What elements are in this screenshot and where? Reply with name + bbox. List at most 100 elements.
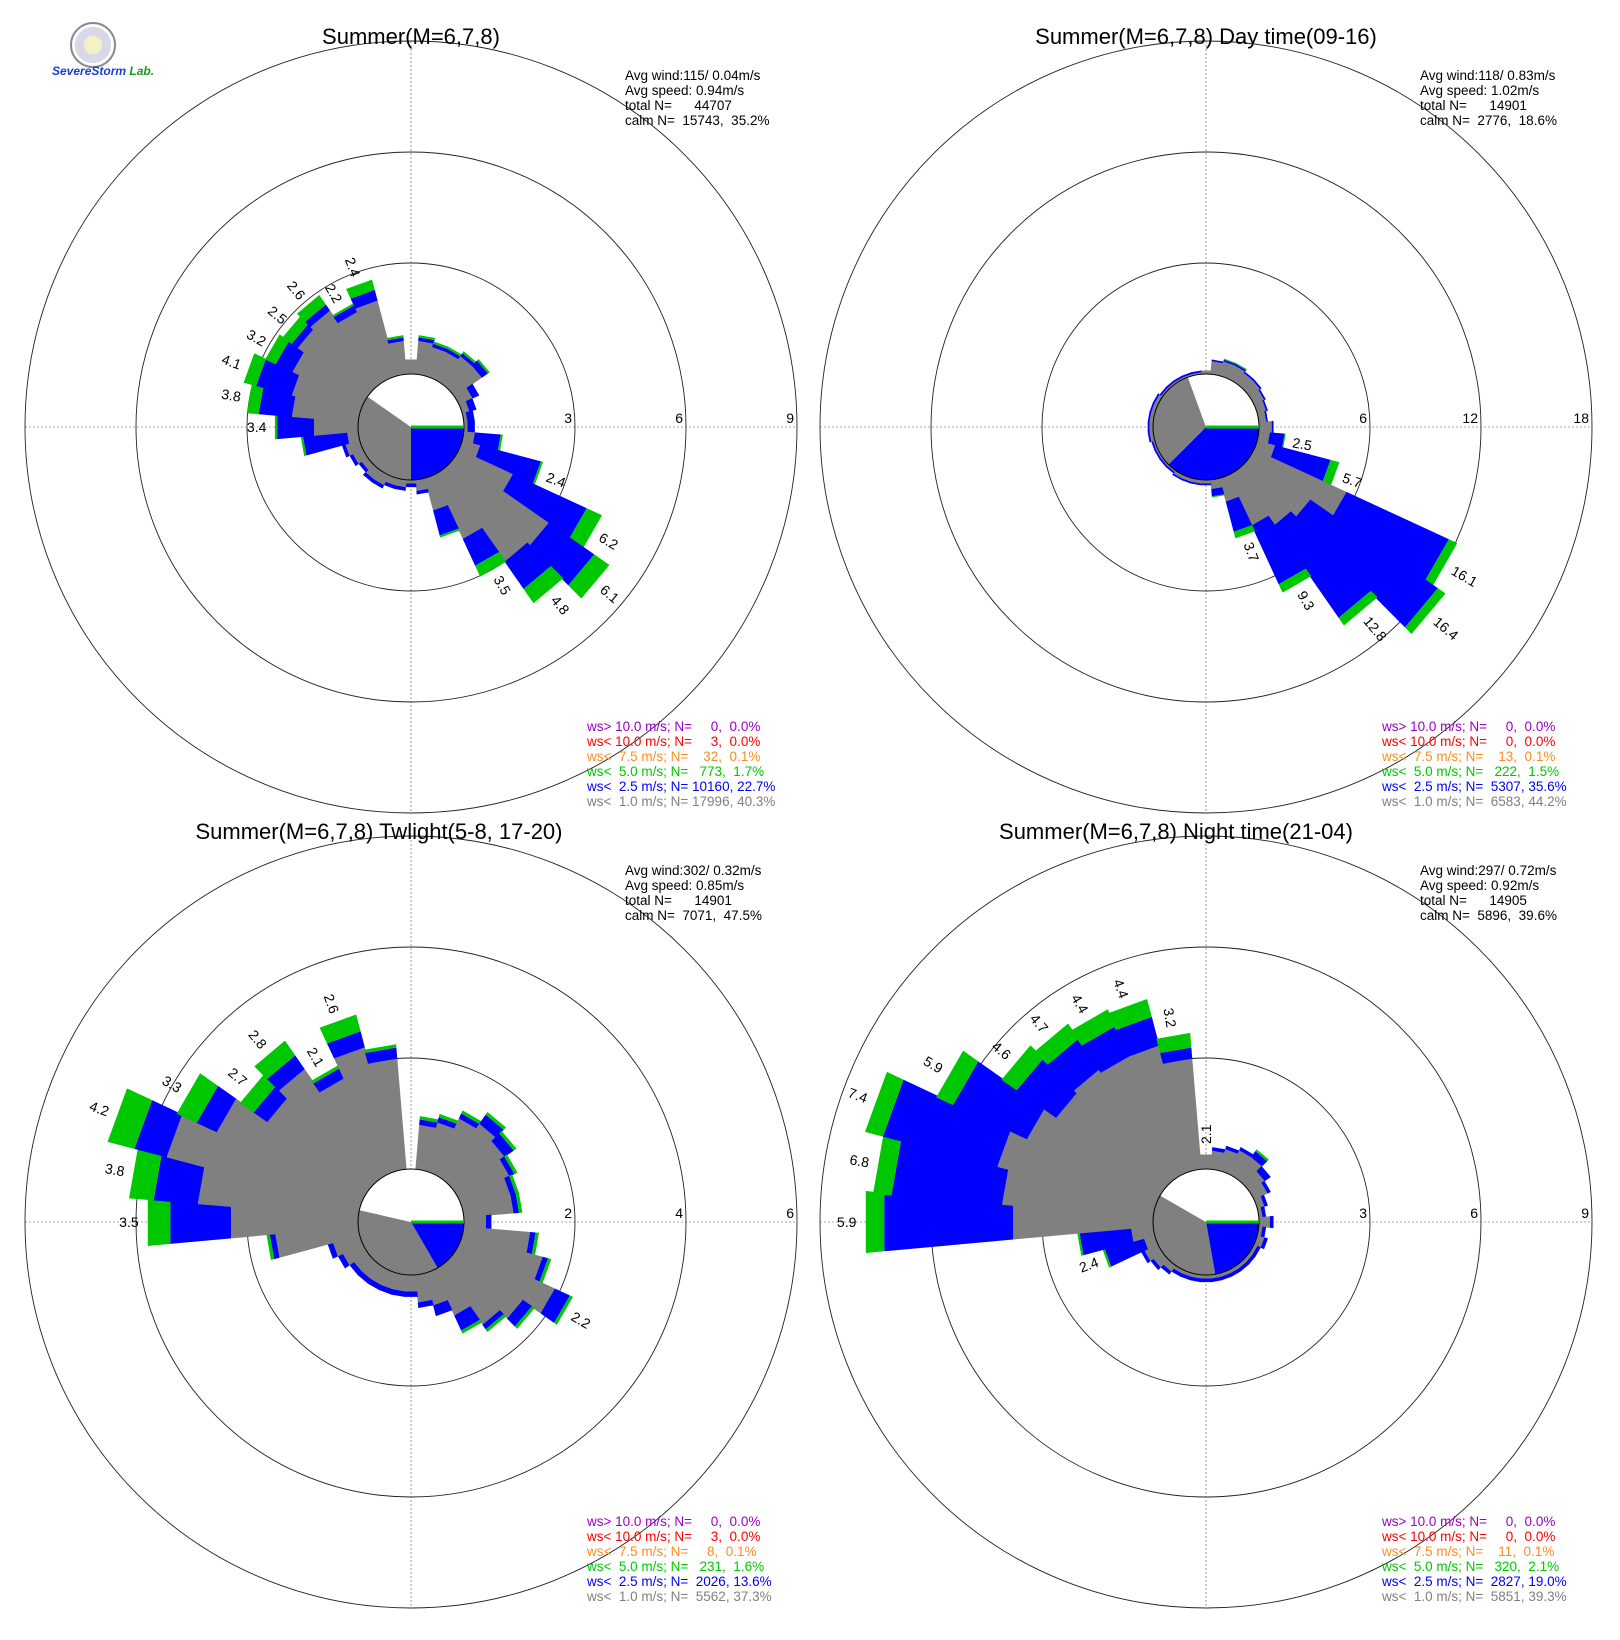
petal-gray-10-panel-2 [1210,361,1224,376]
petal-label-270-panel-3: 3.5 [119,1214,139,1230]
petal-blue-140-panel-4 [1238,1261,1249,1272]
legend-entry-5-panel-2: ws< 2.5 m/s; N= 5307, 35.6% [1381,779,1567,794]
petal-green-80-panel-3 [515,1192,523,1213]
ring-label-2-panel-4: 6 [1470,1205,1478,1221]
petal-green-130-panel-2 [1404,588,1446,634]
petal-blue-80-panel-1 [465,410,475,423]
petal-label-0-panel-4: 2.1 [1198,1124,1214,1144]
legend-entry-3-panel-3: ws< 7.5 m/s; N= 8, 0.1% [586,1544,757,1559]
petal-label-110-panel-1: 2.4 [544,469,568,491]
petal-green-290-panel-4 [865,1071,904,1137]
legend-entry-1-panel-1: ws> 10.0 m/s; N= 0, 0.0% [586,719,760,734]
petal-gray-160-panel-3 [424,1269,448,1306]
legend-entry-2-panel-1: ws< 10.0 m/s; N= 3, 0.0% [586,734,760,749]
petal-green-310-panel-3 [239,1074,276,1113]
petal-blue-170-panel-1 [416,488,429,495]
petal-gray-180-panel-2 [1200,479,1212,484]
petal-green-100-panel-2 [1282,433,1286,448]
petal-blue-350-panel-1 [387,337,404,344]
petal-blue-310-panel-1 [291,323,314,349]
chart-title-panel-2: Summer(M=6,7,8) Day time(09-16) [1035,24,1377,49]
petal-blue-40-panel-3 [479,1114,504,1138]
petal-green-340-panel-3 [319,1014,361,1044]
stats-line-1-panel-2: Avg wind:118/ 0.83m/s [1420,68,1556,83]
petal-blue-230-panel-2 [1159,458,1168,468]
petal-gray-30-panel-4 [1228,1150,1252,1179]
petal-label-100-panel-2: 2.5 [1291,434,1313,453]
petal-label-340-panel-4: 4.4 [1110,977,1132,1001]
petal-green-140-panel-1 [523,566,564,604]
petal-gray-290-panel-2 [1151,402,1159,414]
petal-blue-120-panel-1 [502,474,587,539]
petal-green-120-panel-1 [569,508,603,549]
petal-blue-350-panel-3 [365,1047,398,1064]
petal-gray-0-panel-2 [1200,370,1212,375]
petal-green-280-panel-4 [872,1134,902,1196]
petal-gray-280-panel-4 [1002,1168,1155,1218]
ring-label-3-panel-4: 9 [1581,1205,1589,1221]
petal-gray-260-panel-1 [347,431,360,444]
petal-green-110-panel-3 [539,1258,552,1284]
petal-label-120-panel-2: 16.1 [1449,562,1481,590]
petal-green-120-panel-3 [554,1295,573,1325]
petal-green-310-panel-1 [282,315,309,344]
petal-label-140-panel-2: 12.8 [1360,613,1390,644]
petal-green-340-panel-1 [346,279,375,299]
petal-blue-40-panel-2 [1243,371,1255,381]
petal-green-30-panel-3 [461,1110,482,1125]
petal-green-150-panel-1 [475,551,507,577]
petal-green-40-panel-1 [462,351,477,364]
petal-blue-310-panel-4 [1016,1058,1078,1118]
petal-blue-120-panel-2 [1332,491,1449,582]
stats-line-3-panel-4: total N= 14905 [1420,893,1527,908]
petal-blue-50-panel-2 [1252,378,1262,390]
petal-gray-340-panel-4 [1128,1045,1193,1175]
chart-title-panel-4: Summer(M=6,7,8) Night time(21-04) [999,819,1353,844]
petal-blue-290-panel-4 [882,1079,1011,1167]
petal-gray-20-panel-2 [1219,361,1235,380]
lab-logo: SevereStorm Lab. [52,22,154,84]
stats-line-2-panel-3: Avg speed: 0.85m/s [625,878,744,893]
petal-green-260-panel-4 [1077,1232,1084,1256]
petal-green-270-panel-4 [865,1191,885,1253]
petal-blue-180-panel-1 [405,483,417,488]
petal-blue-240-panel-2 [1154,450,1162,460]
legend-entry-4-panel-2: ws< 5.0 m/s; N= 222, 1.5% [1381,764,1559,779]
petal-green-30-panel-2 [1235,362,1247,371]
petal-blue-140-panel-1 [504,542,551,590]
petal-gray-130-panel-3 [448,1252,523,1319]
petal-gray-230-panel-3 [353,1252,374,1272]
petal-label-300-panel-4: 5.9 [921,1053,946,1077]
petal-blue-150-panel-4 [1229,1268,1241,1277]
petal-blue-90-panel-3 [485,1214,492,1230]
petal-blue-160-panel-2 [1225,496,1253,532]
petal-gray-60-panel-3 [454,1159,510,1200]
petal-label-140-panel-1: 4.8 [548,592,573,617]
legend-entry-4-panel-4: ws< 5.0 m/s; N= 320, 2.1% [1381,1559,1559,1574]
petal-gray-340-panel-3 [334,1047,398,1175]
petal-blue-330-panel-2 [1173,375,1183,383]
stats-line-4-panel-4: calm N= 5896, 39.6% [1420,908,1557,923]
petal-gray-10-panel-1 [415,341,434,376]
petal-gray-50-panel-4 [1243,1171,1265,1192]
petal-blue-80-panel-2 [1264,410,1269,422]
petal-blue-240-panel-4 [1141,1250,1151,1264]
petal-blue-340-panel-3 [326,1031,365,1059]
petal-label-120-panel-1: 6.2 [596,529,621,553]
petal-gray-250-panel-4 [1144,1235,1159,1250]
petal-blue-20-panel-1 [432,343,448,353]
petal-gray-300-panel-4 [1026,1108,1163,1200]
petal-green-350-panel-4 [1156,1032,1192,1054]
petal-gray-0-panel-4 [1199,1154,1213,1170]
petal-blue-260-panel-4 [1079,1228,1134,1256]
petal-gray-180-panel-4 [1200,1274,1212,1279]
petal-blue-130-panel-3 [507,1299,532,1327]
petal-green-50-panel-3 [499,1130,517,1151]
petal-blue-130-panel-2 [1295,499,1438,628]
petal-blue-70-panel-4 [1260,1194,1268,1207]
petal-green-20-panel-2 [1223,358,1237,364]
petal-green-250-panel-4 [1102,1248,1112,1268]
petal-blue-290-panel-2 [1149,402,1155,413]
petal-blue-270-panel-2 [1147,421,1150,433]
petal-blue-300-panel-4 [953,1061,1045,1140]
